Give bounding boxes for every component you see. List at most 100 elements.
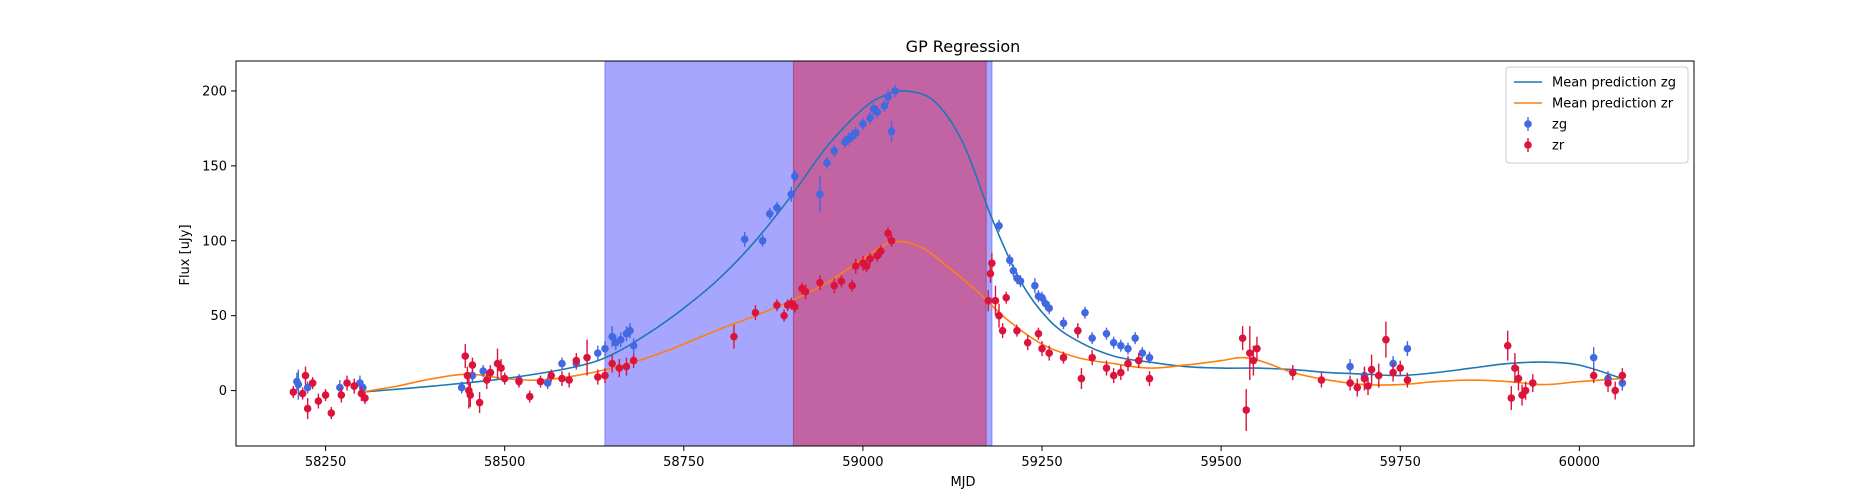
data-point <box>487 369 495 377</box>
data-point <box>1074 327 1082 335</box>
data-point <box>992 297 1000 305</box>
data-point <box>558 360 566 368</box>
data-point <box>469 361 477 369</box>
data-point <box>1289 369 1297 377</box>
data-point <box>863 262 871 270</box>
data-point <box>1404 376 1412 384</box>
data-point <box>290 388 298 396</box>
data-point <box>547 372 555 380</box>
legend-label: zg <box>1552 118 1567 133</box>
data-point <box>1364 382 1372 390</box>
data-point <box>852 129 860 137</box>
data-point <box>816 279 824 287</box>
data-point <box>1318 376 1326 384</box>
data-point <box>1361 375 1369 383</box>
data-point <box>601 345 609 353</box>
data-point <box>1038 345 1046 353</box>
data-point <box>787 191 795 199</box>
data-point <box>1368 366 1376 374</box>
data-point <box>773 301 781 309</box>
data-point <box>1396 364 1404 372</box>
data-point <box>1353 384 1361 392</box>
data-point <box>1146 354 1154 362</box>
data-point <box>1078 375 1086 383</box>
data-point <box>1346 363 1354 371</box>
data-point <box>497 364 505 372</box>
data-point <box>309 379 317 387</box>
data-point <box>558 375 566 383</box>
data-point <box>617 336 625 344</box>
x-tick-label: 58250 <box>305 455 346 470</box>
data-point <box>759 237 767 245</box>
data-point <box>766 210 774 218</box>
data-point <box>1382 336 1390 344</box>
data-point <box>458 384 466 392</box>
data-point <box>1529 379 1537 387</box>
data-point <box>1103 330 1111 338</box>
data-point <box>601 372 609 380</box>
y-tick-label: 50 <box>210 309 227 324</box>
shaded-region <box>793 61 986 446</box>
data-point <box>304 405 312 413</box>
data-point <box>1239 334 1247 342</box>
data-point <box>848 282 856 290</box>
data-point <box>573 357 581 365</box>
data-point <box>623 363 631 371</box>
data-point <box>544 379 552 387</box>
data-point <box>1131 334 1139 342</box>
x-tick-label: 59000 <box>842 455 883 470</box>
data-point <box>1013 327 1021 335</box>
data-point <box>1010 267 1018 275</box>
legend-point-swatch <box>1524 141 1532 149</box>
data-point <box>1110 372 1118 380</box>
data-point <box>464 372 472 380</box>
legend-label: Mean prediction zr <box>1552 97 1674 112</box>
data-point <box>361 394 369 402</box>
data-point <box>461 352 469 360</box>
data-point <box>741 235 749 243</box>
data-point <box>1590 354 1598 362</box>
data-point <box>884 93 892 101</box>
data-point <box>1124 345 1132 353</box>
data-point <box>1619 372 1627 380</box>
data-point <box>1504 342 1512 350</box>
data-point <box>338 391 346 399</box>
data-point <box>791 173 799 181</box>
data-point <box>1006 256 1014 264</box>
data-point <box>1045 304 1053 312</box>
data-point <box>730 333 738 341</box>
data-point <box>1110 339 1118 347</box>
x-tick-label: 59750 <box>1380 455 1421 470</box>
y-tick-label: 100 <box>202 234 227 249</box>
data-point <box>616 364 624 372</box>
x-tick-label: 60000 <box>1559 455 1600 470</box>
data-point <box>1250 357 1258 365</box>
data-point <box>583 354 591 362</box>
data-point <box>1242 406 1250 414</box>
data-point <box>302 372 310 380</box>
data-point <box>1346 379 1354 387</box>
data-point <box>515 378 523 386</box>
x-tick-label: 59250 <box>1021 455 1062 470</box>
data-point <box>350 382 358 390</box>
data-point <box>995 312 1003 320</box>
data-point <box>773 204 781 212</box>
data-point <box>1246 349 1254 357</box>
data-point <box>327 409 335 417</box>
data-point <box>1060 354 1068 362</box>
data-point <box>630 357 638 365</box>
data-point <box>1081 309 1089 317</box>
data-point <box>1124 360 1132 368</box>
x-tick-label: 58500 <box>484 455 525 470</box>
data-point <box>594 373 602 381</box>
x-tick-label: 59500 <box>1200 455 1241 470</box>
chart-title: GP Regression <box>906 37 1021 56</box>
data-point <box>830 282 838 290</box>
data-point <box>626 327 634 335</box>
data-point <box>830 147 838 155</box>
data-point <box>1117 342 1125 350</box>
data-point <box>1060 319 1068 327</box>
data-point <box>1515 375 1523 383</box>
data-point <box>565 376 573 384</box>
